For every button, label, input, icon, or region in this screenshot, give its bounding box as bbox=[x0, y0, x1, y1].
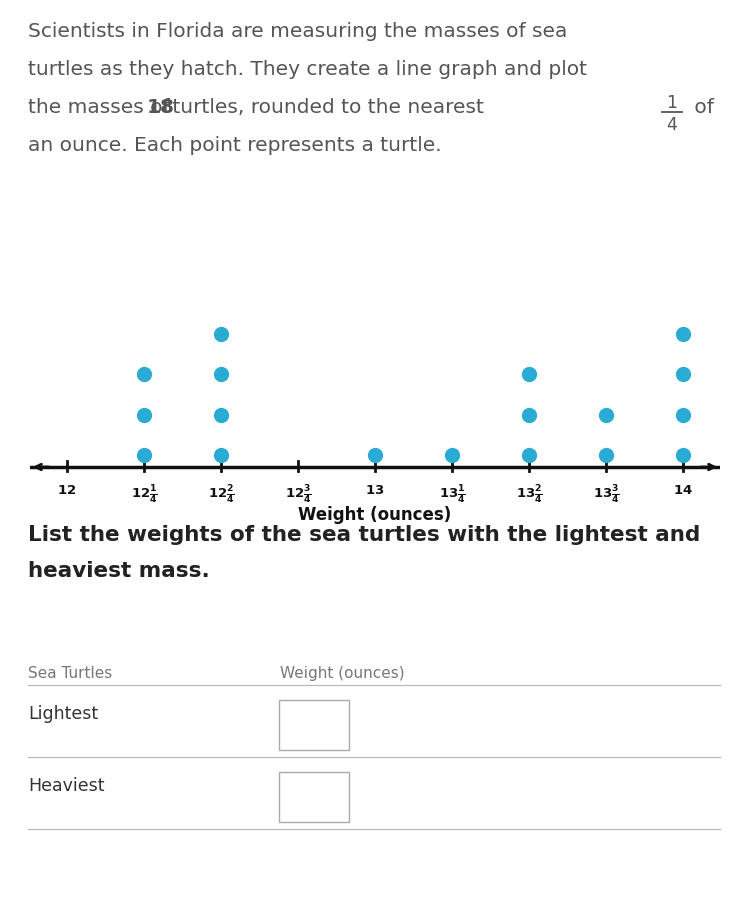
Text: 18: 18 bbox=[147, 98, 175, 117]
Text: an ounce. Each point represents a turtle.: an ounce. Each point represents a turtle… bbox=[28, 136, 442, 155]
Text: $\mathbf{12\frac{1}{4}}$: $\mathbf{12\frac{1}{4}}$ bbox=[130, 483, 158, 506]
Text: $\mathbf{14}$: $\mathbf{14}$ bbox=[673, 483, 693, 497]
Text: Lightest: Lightest bbox=[28, 704, 98, 723]
Text: 4: 4 bbox=[667, 116, 677, 134]
Text: $\mathbf{13\frac{2}{4}}$: $\mathbf{13\frac{2}{4}}$ bbox=[515, 483, 542, 506]
Text: $\mathbf{13\frac{3}{4}}$: $\mathbf{13\frac{3}{4}}$ bbox=[592, 483, 619, 506]
Text: $\mathbf{13}$: $\mathbf{13}$ bbox=[365, 483, 385, 497]
Text: heaviest mass.: heaviest mass. bbox=[28, 561, 210, 581]
Text: $\mathbf{12}$: $\mathbf{12}$ bbox=[57, 483, 76, 497]
FancyBboxPatch shape bbox=[279, 772, 349, 822]
FancyBboxPatch shape bbox=[279, 700, 349, 750]
Text: Weight (ounces): Weight (ounces) bbox=[298, 506, 452, 524]
Text: 1: 1 bbox=[667, 94, 677, 112]
Text: turtles as they hatch. They create a line graph and plot: turtles as they hatch. They create a lin… bbox=[28, 60, 587, 79]
Text: $\mathbf{12\frac{2}{4}}$: $\mathbf{12\frac{2}{4}}$ bbox=[208, 483, 235, 506]
Text: the masses of: the masses of bbox=[28, 98, 176, 117]
Text: Heaviest: Heaviest bbox=[28, 777, 104, 795]
Text: List the weights of the sea turtles with the lightest and: List the weights of the sea turtles with… bbox=[28, 525, 700, 545]
Text: Sea Turtles: Sea Turtles bbox=[28, 667, 112, 682]
Text: Weight (ounces): Weight (ounces) bbox=[280, 667, 405, 682]
Text: of: of bbox=[688, 98, 714, 117]
Text: Scientists in Florida are measuring the masses of sea: Scientists in Florida are measuring the … bbox=[28, 22, 567, 41]
Text: turtles, rounded to the nearest: turtles, rounded to the nearest bbox=[166, 98, 484, 117]
Text: $\mathbf{12\frac{3}{4}}$: $\mathbf{12\frac{3}{4}}$ bbox=[284, 483, 311, 506]
Text: $\mathbf{13\frac{1}{4}}$: $\mathbf{13\frac{1}{4}}$ bbox=[439, 483, 466, 506]
